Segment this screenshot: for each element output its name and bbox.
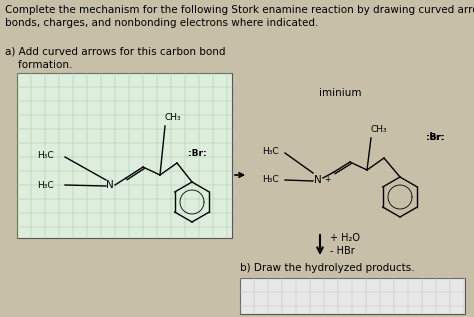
Text: :Br:: :Br: bbox=[188, 148, 207, 158]
Text: iminium: iminium bbox=[319, 88, 361, 98]
Text: :Br:: :Br: bbox=[426, 133, 445, 143]
Text: a) Add curved arrows for this carbon bond
    formation.: a) Add curved arrows for this carbon bon… bbox=[5, 47, 226, 70]
Text: +: + bbox=[324, 175, 330, 184]
Bar bbox=[240, 278, 465, 314]
Text: - HBr: - HBr bbox=[330, 246, 355, 256]
Text: H₃C: H₃C bbox=[262, 147, 279, 157]
Text: CH₃: CH₃ bbox=[371, 126, 388, 134]
Text: Complete the mechanism for the following Stork enamine reaction by drawing curve: Complete the mechanism for the following… bbox=[5, 5, 474, 28]
Text: + H₂O: + H₂O bbox=[330, 233, 360, 243]
Bar bbox=[17, 73, 232, 238]
Text: N: N bbox=[314, 175, 322, 185]
Text: H₃C: H₃C bbox=[37, 180, 54, 190]
Text: CH₃: CH₃ bbox=[165, 113, 182, 122]
Text: b) Draw the hydrolyzed products.: b) Draw the hydrolyzed products. bbox=[240, 263, 415, 273]
Text: :ḃr:: :ḃr: bbox=[426, 133, 444, 143]
Text: N: N bbox=[106, 180, 114, 190]
Text: H₃C: H₃C bbox=[262, 176, 279, 184]
Text: H₃C: H₃C bbox=[37, 152, 54, 160]
